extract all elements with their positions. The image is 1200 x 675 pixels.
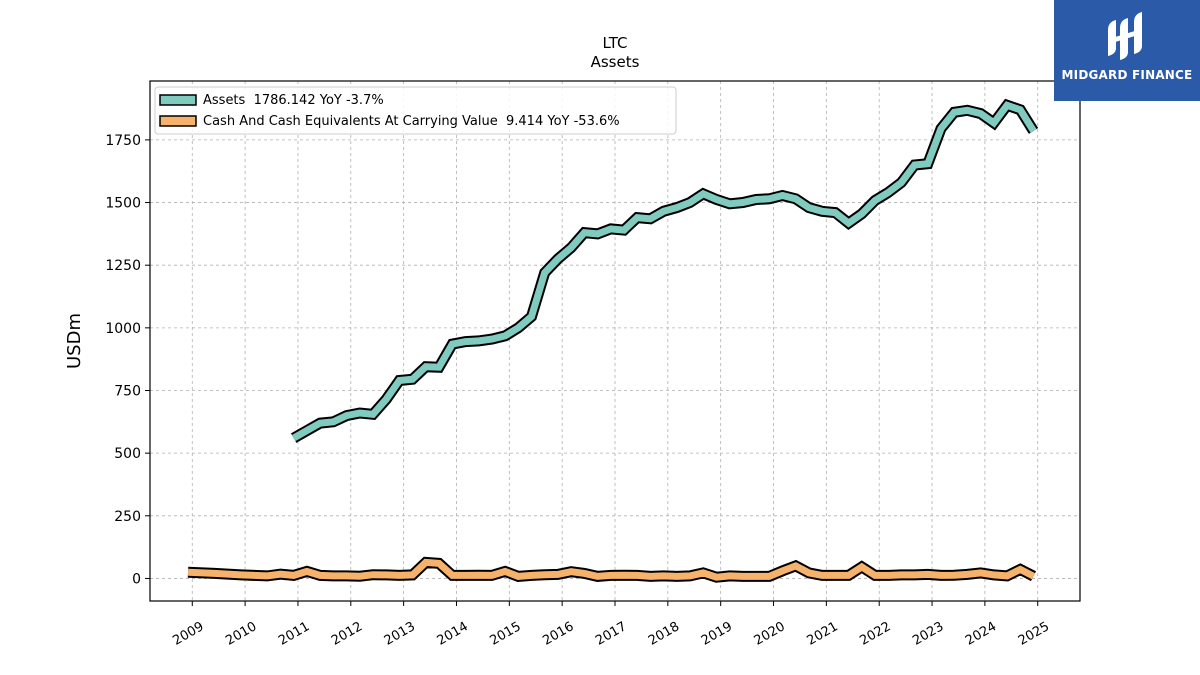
series-layer	[187, 98, 1039, 583]
y-axis-label: USDm	[64, 313, 85, 369]
y-tick-label: 0	[132, 571, 141, 587]
series-line-1	[187, 558, 1036, 581]
x-tick-label: 2023	[910, 619, 946, 649]
series-outline-0	[290, 98, 1039, 443]
x-tick-label: 2018	[646, 619, 682, 649]
y-tick-label: 1750	[105, 133, 141, 149]
x-tick-label: 2019	[699, 619, 735, 649]
y-tick-label: 1000	[105, 321, 141, 337]
x-tick-label: 2021	[805, 619, 841, 649]
x-tick-label: 2022	[857, 619, 893, 649]
mf-monogram-icon	[1108, 12, 1142, 60]
x-tick-label: 2013	[382, 619, 418, 649]
grid	[150, 81, 1080, 601]
series-line-0	[291, 101, 1037, 442]
x-tick-label: 2020	[752, 619, 788, 649]
chart-title: LTC	[602, 34, 627, 52]
y-tick-label: 500	[114, 446, 141, 462]
x-tick-label: 2016	[540, 619, 576, 649]
x-tick-label: 2024	[963, 619, 999, 649]
legend-label-cash: Cash And Cash Equivalents At Carrying Va…	[203, 114, 620, 129]
y-tick-label: 1500	[105, 196, 141, 212]
legend-swatch-assets	[159, 94, 197, 106]
x-tick-label: 2010	[223, 619, 259, 649]
y-tick-label: 250	[114, 509, 141, 525]
y-tick-label: 750	[114, 383, 141, 399]
x-tick-label: 2012	[329, 619, 365, 649]
x-tick-label: 2011	[276, 619, 312, 649]
legend-swatch-cash	[159, 115, 197, 127]
chart-subtitle: Assets	[591, 53, 640, 71]
legend: Assets 1786.142 YoY -3.7% Cash And Cash …	[154, 86, 677, 135]
x-tick-label: 2009	[170, 619, 206, 649]
x-tick-label: 2015	[487, 619, 523, 649]
x-tick-label: 2017	[593, 619, 629, 649]
x-tick-label: 2014	[435, 619, 471, 649]
x-tick-label: 2025	[1016, 619, 1052, 649]
legend-label-assets: Assets 1786.142 YoY -3.7%	[203, 93, 384, 108]
legend-box	[154, 86, 677, 135]
brand-logo: MIDGARD FINANCE	[1054, 0, 1200, 101]
y-tick-label: 1250	[105, 258, 141, 274]
logo-text: MIDGARD FINANCE	[1061, 68, 1193, 82]
